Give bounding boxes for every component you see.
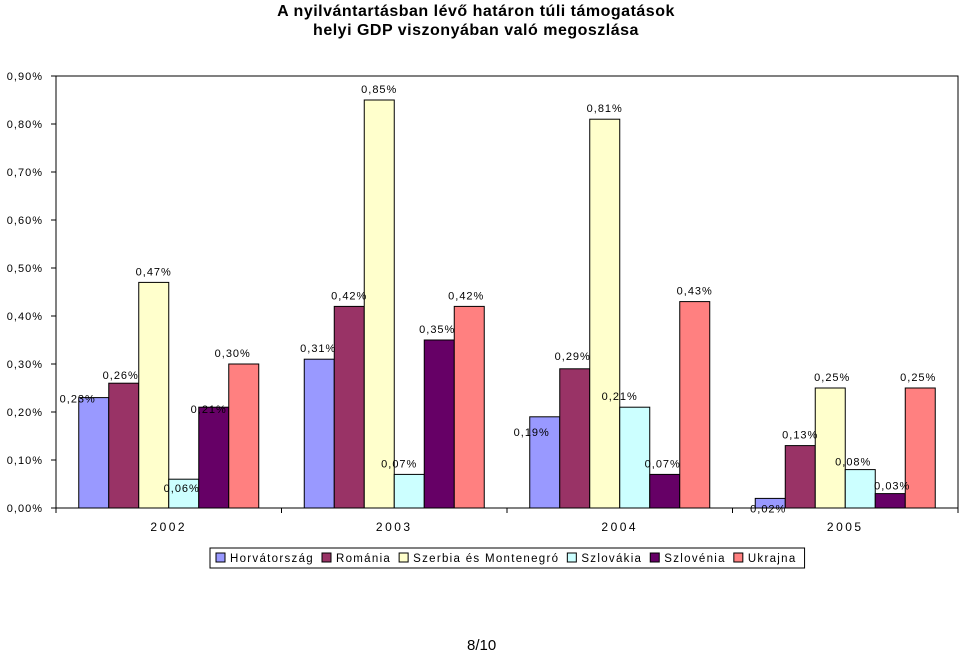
legend-swatch (733, 552, 744, 563)
bar (619, 406, 651, 509)
bar (423, 339, 455, 509)
y-tick-label: 0,60% (7, 215, 43, 227)
data-label: 0,81% (587, 103, 623, 115)
data-label: 0,07% (645, 458, 681, 470)
data-label: 0,35% (419, 324, 455, 336)
bar (814, 387, 846, 509)
data-label: 0,21% (191, 404, 227, 416)
bar (78, 397, 110, 509)
bar (138, 281, 170, 509)
bar (784, 445, 816, 509)
y-tick-label: 0,70% (7, 167, 43, 179)
y-tick-label: 0,10% (7, 455, 43, 467)
data-label: 0,26% (103, 370, 139, 382)
data-label: 0,31% (300, 343, 336, 355)
legend-label: Románia (336, 553, 391, 565)
x-tick-label: 2002 (150, 520, 187, 534)
data-label: 0,02% (750, 503, 786, 515)
data-label: 0,85% (361, 84, 397, 96)
legend-swatch (398, 552, 409, 563)
y-tick-label: 0,80% (7, 119, 43, 131)
bar (844, 469, 876, 509)
data-label: 0,07% (381, 458, 417, 470)
data-label: 0,25% (814, 372, 850, 384)
x-tick-label: 2004 (601, 520, 638, 534)
y-tick-label: 0,00% (7, 503, 43, 515)
legend-swatch (215, 552, 226, 563)
y-tick-label: 0,30% (7, 359, 43, 371)
page-number: 8/10 (467, 637, 497, 654)
bar (303, 358, 335, 509)
bar (559, 368, 591, 509)
data-label: 0,21% (602, 391, 638, 403)
data-label: 0,47% (136, 266, 172, 278)
data-label: 0,08% (835, 457, 871, 469)
legend-swatch (321, 552, 332, 563)
bar (393, 473, 425, 509)
bar (679, 301, 711, 509)
bar (108, 382, 140, 509)
y-tick-label: 0,90% (7, 71, 43, 83)
bar (228, 363, 260, 509)
bar (198, 406, 230, 509)
bar (363, 99, 395, 509)
data-label: 0,29% (555, 351, 591, 363)
chart-title: A nyilvántartásban lévő határon túli tám… (277, 3, 675, 20)
bar (874, 493, 906, 509)
bar (529, 416, 561, 509)
data-label: 0,30% (215, 348, 251, 360)
legend-swatch (566, 552, 577, 563)
legend-label: Szlovénia (664, 553, 726, 565)
legend-label: Szerbia és Montenegró (413, 553, 559, 565)
bar (168, 478, 200, 509)
bar (589, 118, 621, 509)
data-label: 0,25% (900, 372, 936, 384)
y-tick-label: 0,20% (7, 407, 43, 419)
legend-label: Horvátország (230, 553, 314, 565)
bar (453, 305, 485, 509)
data-label: 0,42% (448, 290, 484, 302)
bar (333, 305, 365, 509)
x-tick-label: 2005 (827, 520, 864, 534)
x-tick-label: 2003 (376, 520, 413, 534)
data-label: 0,19% (514, 427, 550, 439)
y-tick-label: 0,40% (7, 311, 43, 323)
data-label: 0,03% (874, 481, 910, 493)
data-label: 0,43% (677, 286, 713, 298)
y-tick-label: 0,50% (7, 263, 43, 275)
data-label: 0,06% (164, 483, 200, 495)
data-label: 0,42% (331, 290, 367, 302)
legend-label: Ukrajna (748, 553, 797, 565)
legend-swatch (649, 552, 660, 563)
data-label: 0,13% (782, 430, 818, 442)
bar (649, 473, 681, 509)
data-label: 0,23% (60, 394, 96, 406)
bar (904, 387, 936, 509)
chart-subtitle: helyi GDP viszonyában való megoszlása (313, 22, 639, 39)
legend-label: Szlovákia (581, 553, 642, 565)
